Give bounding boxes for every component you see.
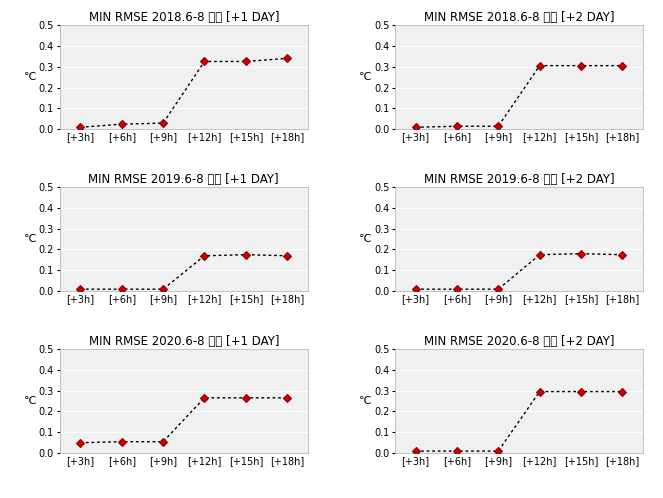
Y-axis label: ℃: ℃ — [359, 396, 372, 406]
Title: MIN RMSE 2018.6-8 평균 [+1 DAY]: MIN RMSE 2018.6-8 평균 [+1 DAY] — [89, 11, 279, 24]
Title: MIN RMSE 2020.6-8 평균 [+1 DAY]: MIN RMSE 2020.6-8 평균 [+1 DAY] — [89, 335, 279, 348]
Y-axis label: ℃: ℃ — [24, 396, 36, 406]
Y-axis label: ℃: ℃ — [24, 234, 36, 244]
Title: MIN RMSE 2019.6-8 평균 [+2 DAY]: MIN RMSE 2019.6-8 평균 [+2 DAY] — [424, 173, 615, 186]
Title: MIN RMSE 2018.6-8 평균 [+2 DAY]: MIN RMSE 2018.6-8 평균 [+2 DAY] — [424, 11, 614, 24]
Title: MIN RMSE 2020.6-8 평균 [+2 DAY]: MIN RMSE 2020.6-8 평균 [+2 DAY] — [424, 335, 614, 348]
Y-axis label: ℃: ℃ — [359, 72, 372, 82]
Title: MIN RMSE 2019.6-8 평균 [+1 DAY]: MIN RMSE 2019.6-8 평균 [+1 DAY] — [88, 173, 279, 186]
Y-axis label: ℃: ℃ — [24, 72, 36, 82]
Y-axis label: ℃: ℃ — [359, 234, 372, 244]
